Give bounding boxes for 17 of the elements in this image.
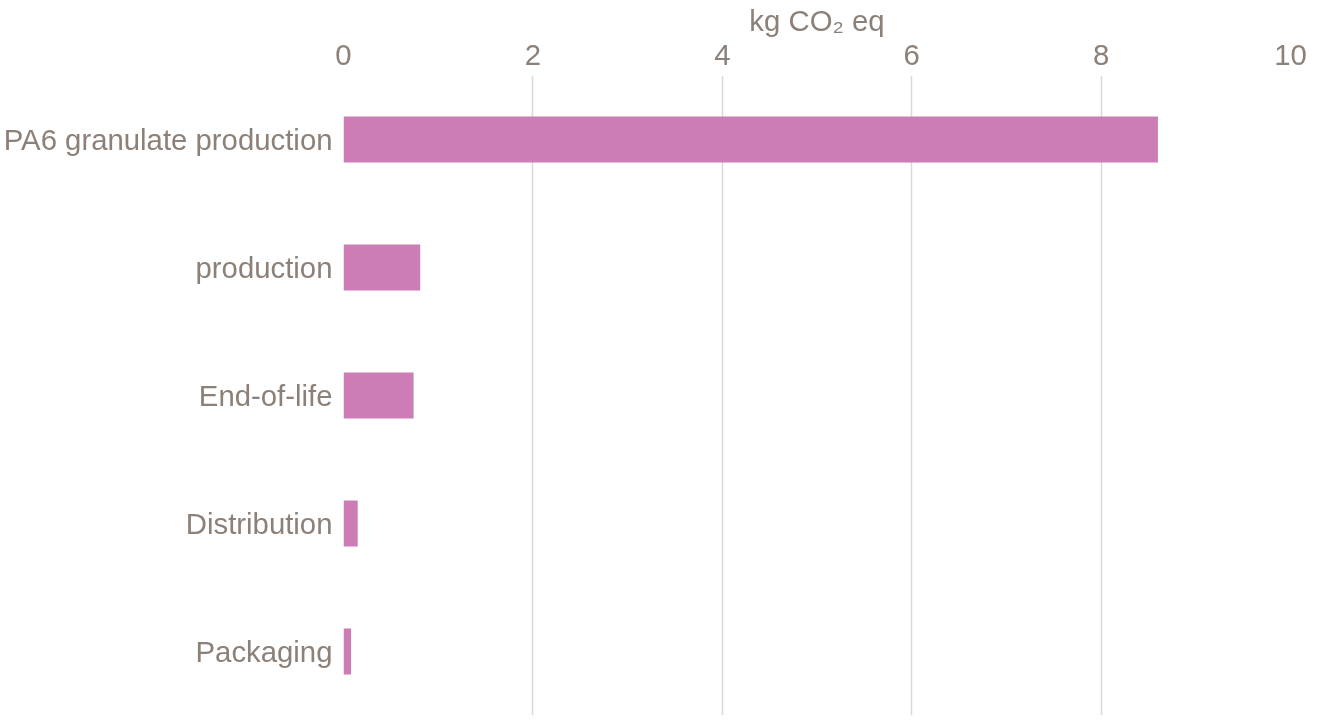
bar: [343, 628, 352, 675]
x-tick-label: 10: [1274, 37, 1307, 71]
bar: [343, 372, 414, 419]
x-tick-label: 0: [335, 37, 352, 71]
bar: [343, 244, 421, 291]
bar: [343, 500, 358, 547]
y-tick-label: production: [195, 251, 333, 284]
x-tick-label: 6: [903, 37, 920, 71]
y-tick-label: Packaging: [195, 635, 333, 668]
x-axis-title: kg CO₂ eq: [749, 3, 885, 37]
y-tick-label: End-of-life: [198, 379, 333, 412]
x-tick-label: 8: [1092, 37, 1110, 71]
y-tick-label: Distribution: [185, 507, 333, 540]
x-tick-label: 2: [524, 37, 542, 71]
bar: [343, 116, 1158, 163]
x-tick-label: 4: [714, 37, 731, 71]
y-tick-label: PA6 granulate production: [3, 123, 333, 156]
